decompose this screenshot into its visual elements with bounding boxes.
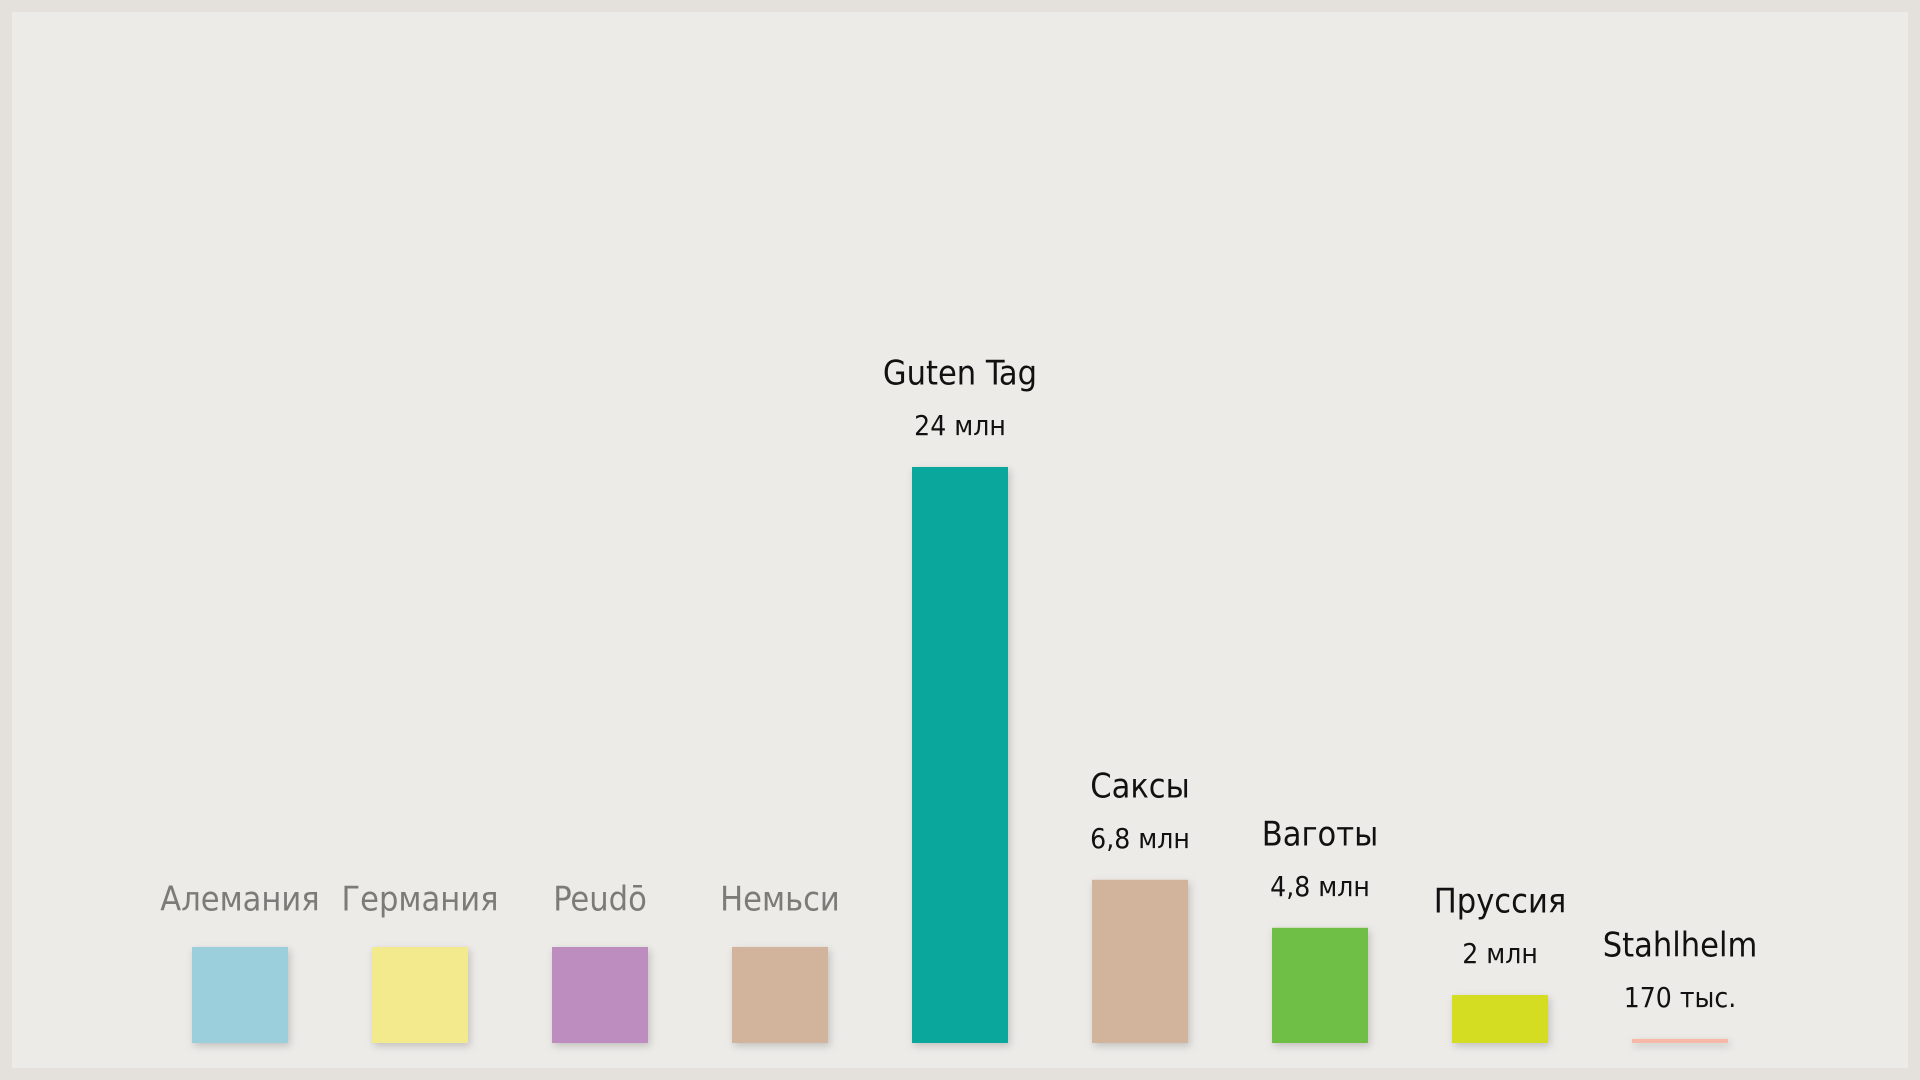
bar [1452,995,1548,1043]
bar [912,467,1008,1043]
bar [1272,927,1368,1043]
category-label: Peudō [553,880,647,920]
swatch [732,947,828,1043]
value-label: 4,8 млн [1270,870,1370,903]
swatch [192,947,288,1043]
category-label: Алемания [160,880,319,920]
value-label: 6,8 млн [1090,822,1190,855]
swatch [552,947,648,1043]
category-label: Саксы [1090,766,1190,806]
bar [1632,1038,1728,1043]
category-label: Германия [341,880,498,920]
value-label: 2 млн [1462,937,1538,970]
value-label: 170 тыс. [1624,981,1736,1014]
category-label: Stahlhelm [1603,925,1758,965]
category-label: Пруссия [1434,882,1566,922]
bar [1092,879,1188,1043]
category-label: Немьси [720,880,840,920]
swatch [372,947,468,1043]
category-label: Guten Tag [883,354,1037,394]
value-label: 24 млн [914,409,1006,442]
category-label: Ваготы [1262,814,1378,854]
